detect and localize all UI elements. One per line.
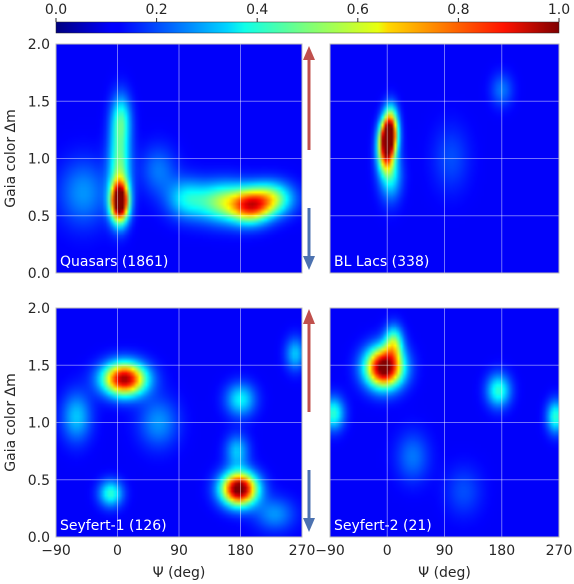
x-tick-label: 90	[436, 543, 454, 559]
gridlines	[56, 44, 302, 273]
arrows	[303, 46, 315, 532]
panel-label: Seyfert-1 (126)	[60, 518, 167, 534]
panel-label: BL Lacs (338)	[334, 254, 429, 270]
x-axis-label: Ψ (deg)	[418, 565, 471, 581]
x-tick-label: 180	[488, 543, 515, 559]
colorbar-tick-label: 0.6	[347, 2, 369, 18]
x-tick-label: 0	[383, 543, 392, 559]
x-tick-label: 270	[546, 543, 573, 559]
heatmap-panel: Seyfert-1 (126) 0.0 0.5 1.0 1.5 2.0 Gaia color…	[3, 301, 315, 581]
colorbar-gradient	[55, 21, 560, 34]
x-tick-label: 270	[289, 543, 316, 559]
colorbar-tick-label: 0.2	[145, 2, 167, 18]
panel-frame	[329, 307, 560, 538]
colorbar-tick-label: 0.8	[447, 2, 469, 18]
colorbar-tick-label: 1.0	[548, 2, 570, 18]
panel-label: Seyfert-2 (21)	[334, 518, 432, 534]
heatmap-image	[330, 308, 559, 537]
panels: Quasars (1861) 0.0 0.5 1.0 1.5 2.0 Gaia color …	[3, 37, 572, 581]
heatmap-image	[56, 44, 302, 273]
colorbar-tick-label: 0.0	[45, 2, 67, 18]
panel-label: Quasars (1861)	[60, 254, 168, 270]
y-tick-label: 0.5	[28, 209, 50, 225]
y-tick-label: 0.0	[28, 266, 50, 282]
arrow-up-bottom	[303, 309, 315, 412]
y-tick-label: 2.0	[28, 301, 50, 317]
y-tick-label: 1.0	[28, 416, 50, 432]
y-axis-label: Gaia color Δm	[3, 373, 19, 472]
panel-frame	[329, 43, 560, 274]
heatmap-image	[330, 44, 559, 273]
y-tick-label: 1.0	[28, 152, 50, 168]
y-tick-label: 0.5	[28, 473, 50, 489]
colorbar: 0.0 0.2 0.4 0.6 0.8 1.0	[45, 2, 570, 34]
colorbar-tick-label: 0.4	[246, 2, 268, 18]
x-tick-label: 180	[227, 543, 254, 559]
gridlines	[330, 44, 559, 273]
gridlines	[56, 308, 302, 537]
heatmap-panel: BL Lacs (338)	[329, 43, 560, 274]
arrow-down-top	[303, 208, 315, 270]
arrow-up-top	[303, 46, 315, 150]
x-tick-label: 90	[170, 543, 188, 559]
x-tick-label: 0	[113, 543, 122, 559]
y-tick-label: 1.5	[28, 94, 50, 110]
x-axis-label: Ψ (deg)	[153, 565, 206, 581]
panel-frame	[55, 307, 303, 538]
arrow-down-bottom	[303, 470, 315, 532]
y-tick-label: 1.5	[28, 358, 50, 374]
heatmap-panel: Seyfert-2 (21) −90 0 90 180 270 Ψ (deg)	[315, 307, 573, 581]
y-tick-label: 0.0	[28, 530, 50, 546]
x-tick-label: −90	[315, 543, 345, 559]
y-tick-label: 2.0	[28, 37, 50, 53]
panel-frame	[55, 43, 303, 274]
colorbar-ticks: 0.0 0.2 0.4 0.6 0.8 1.0	[45, 2, 570, 22]
y-axis-label: Gaia color Δm	[3, 109, 19, 208]
heatmap-panel: Quasars (1861) 0.0 0.5 1.0 1.5 2.0 Gaia color …	[3, 37, 303, 282]
heatmap-image	[56, 308, 302, 537]
x-tick-label: −90	[41, 543, 71, 559]
gridlines	[330, 308, 559, 537]
